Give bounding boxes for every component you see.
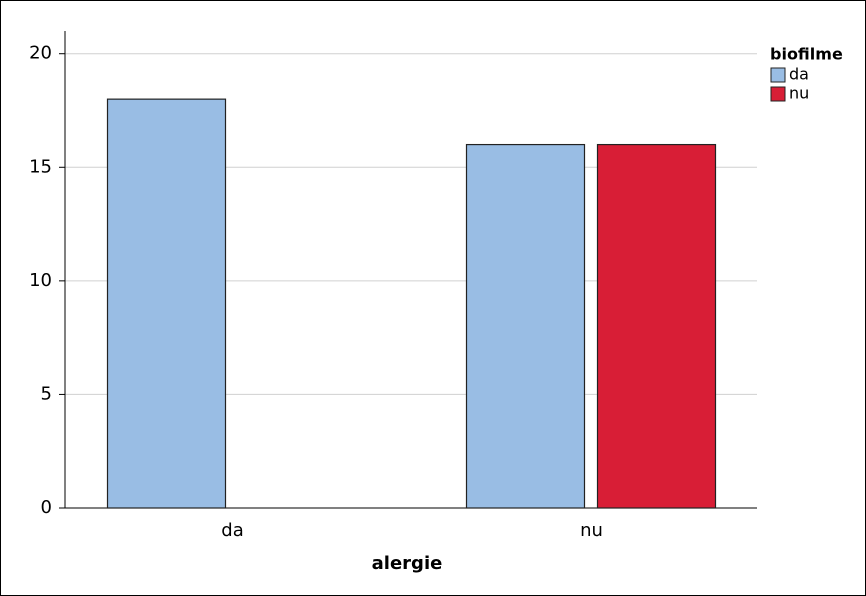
y-tick-label: 15 [29, 156, 52, 177]
x-axis-title: alergie [372, 553, 443, 574]
legend-swatch [770, 86, 786, 102]
y-tick-label: 0 [41, 497, 52, 518]
legend-label: da [789, 65, 809, 84]
y-tick-label: 10 [29, 270, 52, 291]
legend-swatch [770, 67, 786, 83]
y-tick-label: 20 [29, 43, 52, 64]
bar [465, 143, 586, 509]
y-tick-label: 5 [41, 383, 52, 404]
x-tick-label: da [221, 520, 243, 541]
legend-label: nu [789, 84, 809, 103]
legend-title: biofilme [770, 45, 843, 64]
bar [596, 143, 717, 509]
x-tick-label: nu [580, 520, 603, 541]
bar [106, 98, 227, 509]
